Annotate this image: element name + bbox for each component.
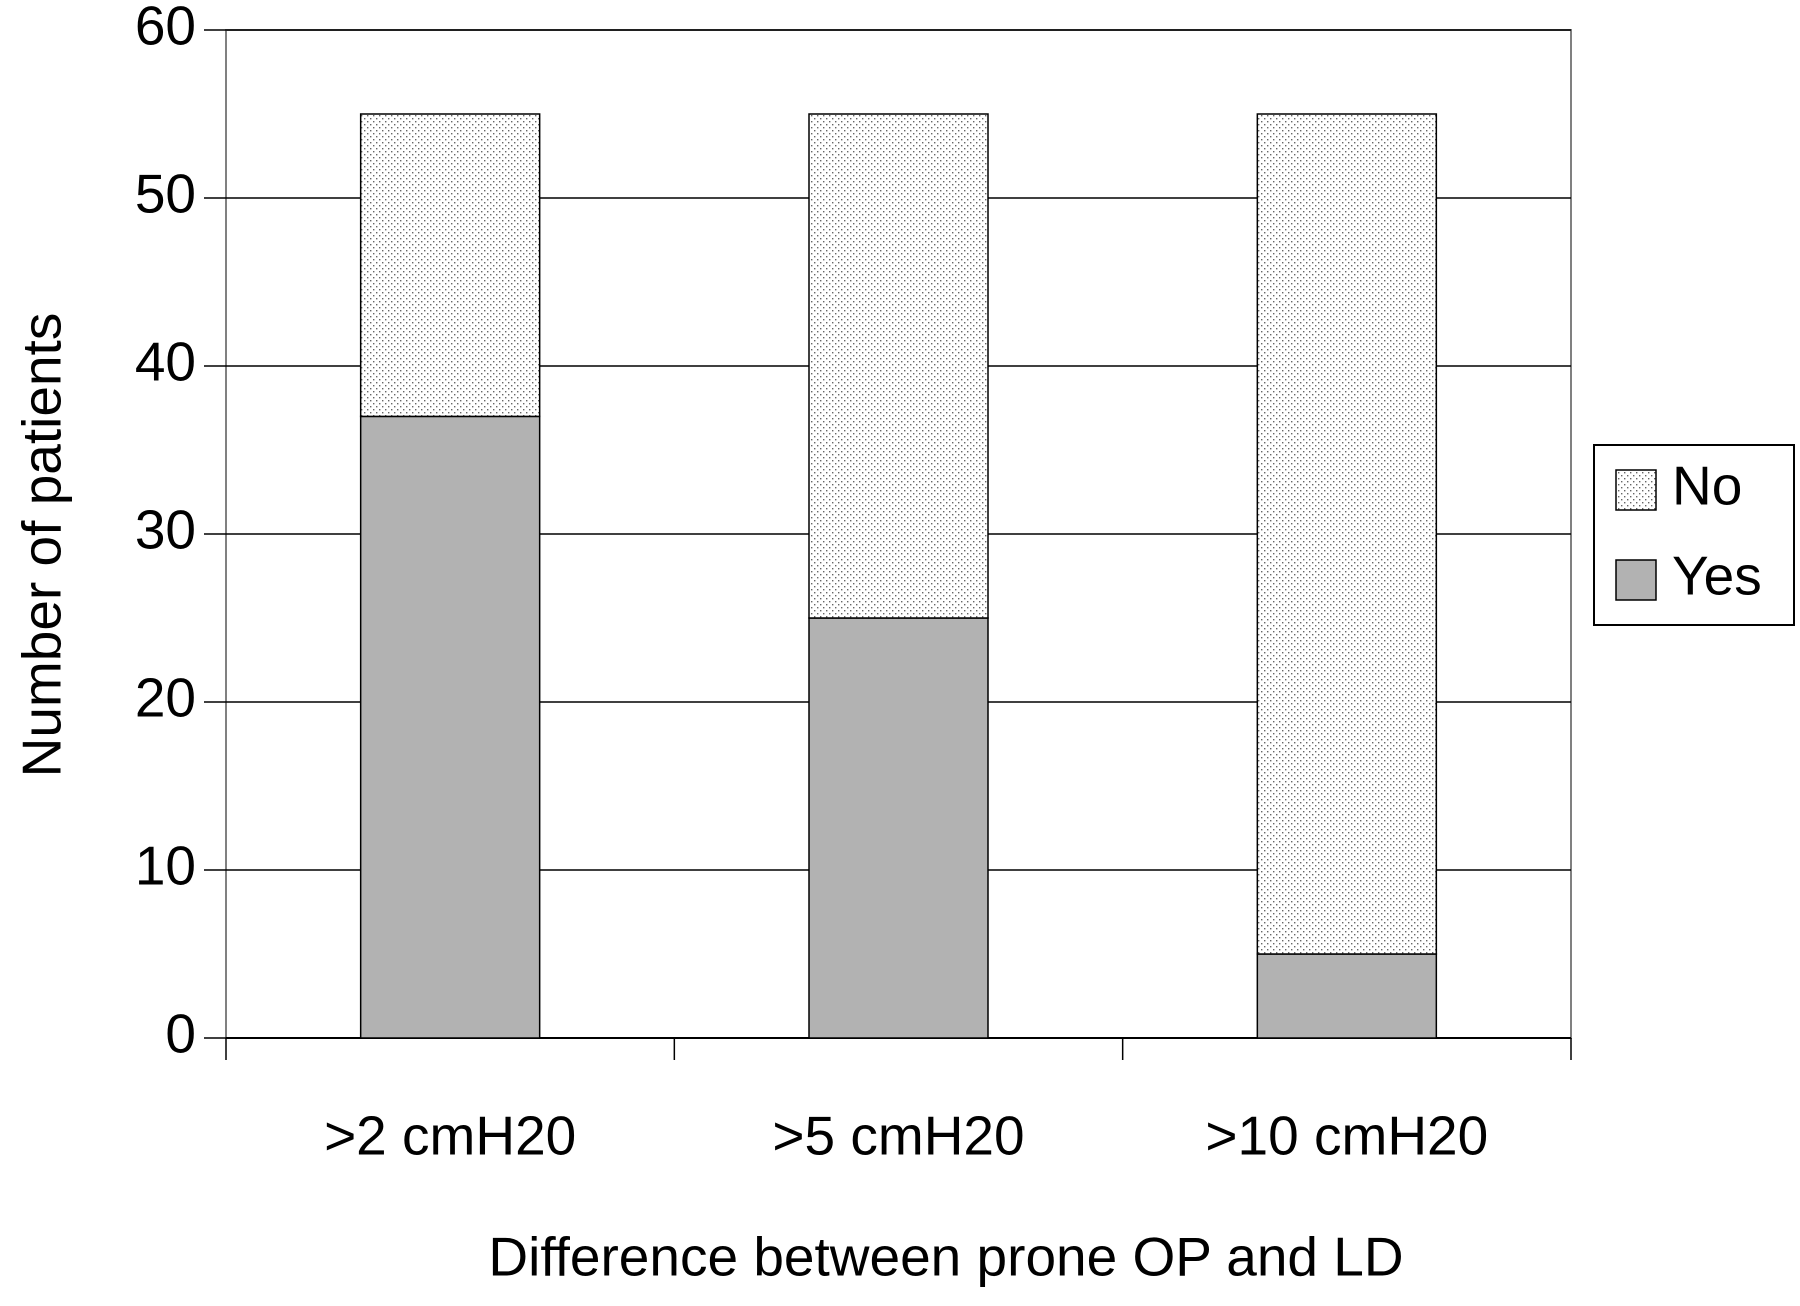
y-tick-label: 50 [135, 163, 196, 225]
x-tick-label: >5 cmH20 [772, 1105, 1024, 1167]
bar-segment [808, 113, 989, 619]
y-tick-label: 40 [135, 331, 196, 393]
x-tick-label: >10 cmH20 [1205, 1105, 1488, 1167]
y-tick-label: 10 [135, 835, 196, 897]
legend-label: No [1672, 455, 1742, 517]
bar-segment [808, 617, 989, 1039]
y-tick-label: 60 [135, 0, 196, 57]
legend-label: Yes [1672, 545, 1762, 607]
x-tick-label: >2 cmH20 [324, 1105, 576, 1167]
y-tick-label: 30 [135, 499, 196, 561]
bar-segment [359, 415, 541, 1039]
bar-segment [1256, 953, 1438, 1039]
y-tick-label: 20 [135, 667, 196, 729]
legend-swatch [1615, 559, 1657, 601]
y-tick-label: 0 [165, 1003, 196, 1065]
x-axis-title: Difference between prone OP and LD [488, 1226, 1403, 1288]
legend-swatch [1615, 469, 1657, 511]
y-axis-title: Number of patients [11, 313, 73, 778]
bar-segment [1256, 113, 1438, 955]
bar-segment [359, 113, 541, 418]
